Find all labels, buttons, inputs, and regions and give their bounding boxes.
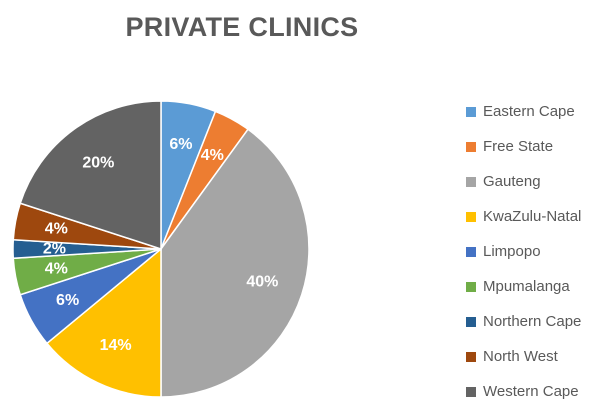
- pie-slice-western-cape: [19, 100, 162, 251]
- data-label-north-west: 4%: [45, 221, 68, 238]
- data-label-mpumalanga: 4%: [45, 260, 68, 277]
- legend-swatch: [466, 316, 476, 327]
- legend-label: Western Cape: [483, 383, 579, 400]
- legend-item-free-state: Free State: [466, 129, 581, 164]
- legend-item-kwazulu-natal: KwaZulu-Natal: [466, 199, 581, 234]
- legend-label: Eastern Cape: [483, 103, 575, 120]
- chart-title: PRIVATE CLINICS: [125, 12, 359, 42]
- legend-label: Free State: [483, 138, 554, 155]
- pie-data-labels: 6% 4% 40% 14% 6% 4% 2% 4% 20%: [43, 136, 278, 354]
- legend-label: Gauteng: [483, 173, 541, 190]
- data-label-limpopo: 6%: [56, 292, 79, 309]
- pie-slice-gauteng: [160, 128, 310, 398]
- legend-item-eastern-cape: Eastern Cape: [466, 94, 581, 129]
- legend-item-western-cape: Western Cape: [466, 374, 581, 409]
- legend-swatch: [466, 211, 476, 222]
- pie-slices: [12, 100, 310, 398]
- data-label-gauteng: 40%: [246, 273, 278, 290]
- legend-label: Northern Cape: [483, 313, 582, 330]
- data-label-eastern-cape: 6%: [169, 136, 192, 153]
- legend-swatch: [466, 246, 476, 257]
- legend-swatch: [466, 141, 476, 152]
- legend-label: Limpopo: [483, 243, 541, 260]
- data-label-northern-cape: 2%: [43, 241, 66, 258]
- data-label-kwazulu-natal: 14%: [100, 337, 132, 354]
- legend-swatch: [466, 106, 476, 117]
- legend-item-northern-cape: Northern Cape: [466, 304, 581, 339]
- legend-swatch: [466, 281, 476, 292]
- legend-label: KwaZulu-Natal: [483, 208, 582, 225]
- data-label-western-cape: 20%: [82, 154, 114, 171]
- legend-item-gauteng: Gauteng: [466, 164, 581, 199]
- data-label-free-state: 4%: [201, 147, 224, 164]
- legend-label: North West: [483, 348, 558, 365]
- legend-item-mpumalanga: Mpumalanga: [466, 269, 581, 304]
- legend-swatch: [466, 351, 476, 362]
- legend-swatch: [466, 386, 476, 397]
- pie-slice-kwazulu-natal: [45, 247, 162, 398]
- legend-label: Mpumalanga: [483, 278, 570, 295]
- legend-swatch: [466, 176, 476, 187]
- legend-item-north-west: North West: [466, 339, 581, 374]
- legend-item-limpopo: Limpopo: [466, 234, 581, 269]
- legend: Eastern Cape Free State Gauteng KwaZulu-Nat…: [466, 94, 581, 409]
